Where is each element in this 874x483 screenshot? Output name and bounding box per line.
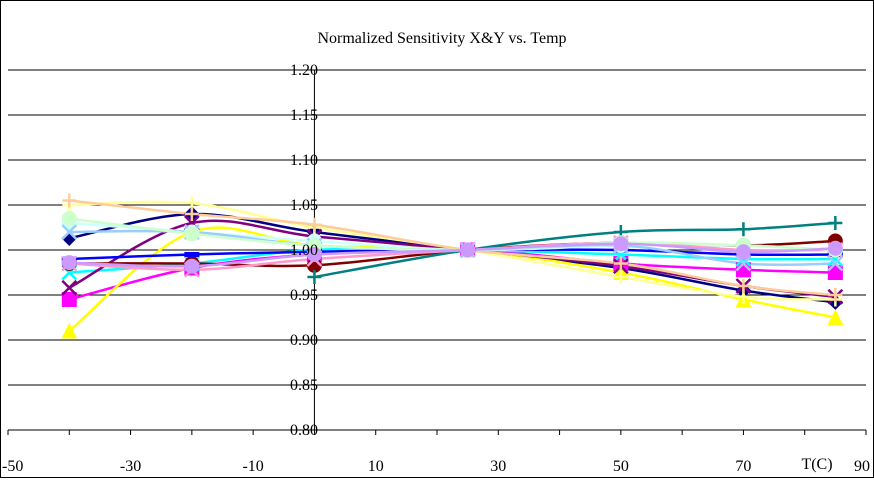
y-tick-label: 0.95 [290,287,318,304]
x-tick-label: 90 [854,458,870,475]
data-point [62,193,77,208]
y-tick-label: 1.05 [290,197,318,214]
y-tick-label: 0.85 [290,377,318,394]
y-tick-labels: 1.20 1.15 1.10 1.05 1.00 0.95 0.90 0.85 0.80 [290,62,318,439]
data-point [460,242,476,258]
data-point [61,255,77,271]
data-point [735,244,751,260]
data-point [307,217,322,232]
data-point [736,222,751,237]
x-tick-label: -50 [2,458,23,475]
chart-title: Normalized Sensitivity X&Y vs. Temp [317,30,566,47]
data-point [184,226,200,242]
data-point [61,211,77,226]
data-point [61,292,77,307]
data-point [184,258,200,274]
data-point [827,240,843,256]
data-point [306,247,322,262]
data-point [61,224,78,240]
data-point [613,236,629,252]
data-point [827,265,843,280]
data-point [828,288,843,302]
x-tick-label: -10 [242,458,263,475]
y-tick-label: 1.20 [290,62,318,79]
data-point [736,279,751,293]
data-point [613,256,628,271]
x-tick-label: 30 [490,458,506,475]
data-point [827,309,844,325]
y-tick-label: 0.80 [290,422,318,439]
data-point [828,216,843,230]
y-tick-label: 1.10 [290,152,318,169]
y-tick-label: 0.90 [290,332,318,349]
data-point [184,252,200,257]
x-axis-label: T(C) [801,456,832,473]
data-point [307,270,322,284]
data-point [61,279,78,296]
y-tick-label: 1.15 [290,107,318,124]
x-tick-label: 10 [368,458,384,475]
y-tick-label: 1.00 [290,242,318,259]
series-line [314,221,836,279]
series-markers [61,193,844,339]
x-tick-label: -30 [120,458,141,475]
data-point [827,255,844,272]
data-point [61,322,78,339]
x-tick-label: 70 [735,458,751,475]
data-point [735,255,752,272]
data-point [184,207,199,221]
x-tick-label: 50 [613,458,629,475]
data-point [613,270,628,284]
x-tick-labels: -50 -30 -10 10 30 50 70 90 T(C) [2,456,870,475]
